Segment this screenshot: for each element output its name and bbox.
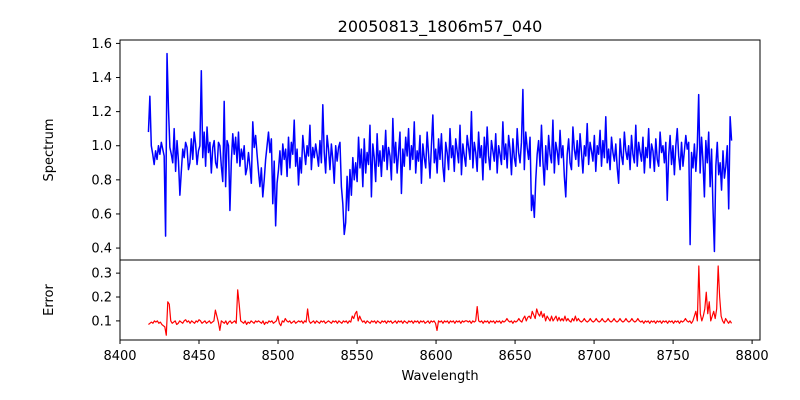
x-tick-label: 8700 (578, 349, 611, 364)
error-y-tick-label: 0.3 (91, 267, 112, 282)
x-tick-label: 8750 (657, 349, 690, 364)
x-tick-label: 8800 (736, 349, 769, 364)
error-y-axis-label: Error (42, 284, 57, 316)
spectrum-y-tick-label: 1.0 (91, 139, 112, 154)
error-y-tick-label: 0.1 (91, 314, 112, 329)
spectrum-y-tick-label: 0.4 (91, 242, 112, 257)
error-y-tick-label: 0.2 (91, 291, 112, 306)
spectrum-y-tick-label: 1.6 (91, 37, 112, 52)
spectrum-y-tick-label: 0.6 (91, 207, 112, 222)
spectrum-panel: 0.4 0.6 0.8 1.0 1.2 1.4 1.6 Spectrum (42, 37, 761, 261)
x-tick-label: 8600 (420, 349, 453, 364)
error-axes-frame (119, 259, 761, 341)
spectrum-y-tick-label: 1.2 (91, 105, 112, 120)
spectrum-y-ticks: 0.4 0.6 0.8 1.0 1.2 1.4 1.6 (91, 37, 120, 257)
x-tick-label: 8550 (340, 349, 373, 364)
x-tick-label: 8450 (182, 349, 215, 364)
spectrum-y-axis-label: Spectrum (42, 119, 57, 182)
error-series-line (148, 265, 733, 336)
chart-title: 20050813_1806m57_040 (338, 17, 543, 37)
x-tick-label: 8650 (499, 349, 532, 364)
spectrum-series-line (147, 52, 733, 253)
x-tick-label: 8500 (261, 349, 294, 364)
spectrum-y-tick-label: 1.4 (91, 71, 112, 86)
x-axis-label: Wavelength (401, 369, 478, 384)
x-tick-label: 8400 (103, 349, 136, 364)
error-y-ticks: 0.1 0.2 0.3 (91, 267, 120, 329)
spectrum-y-tick-label: 0.8 (91, 173, 112, 188)
error-panel: 0.1 0.2 0.3 Error (42, 259, 761, 341)
x-ticks: 8400 8450 8500 8550 8600 8650 8700 8750 8800 (103, 340, 769, 364)
